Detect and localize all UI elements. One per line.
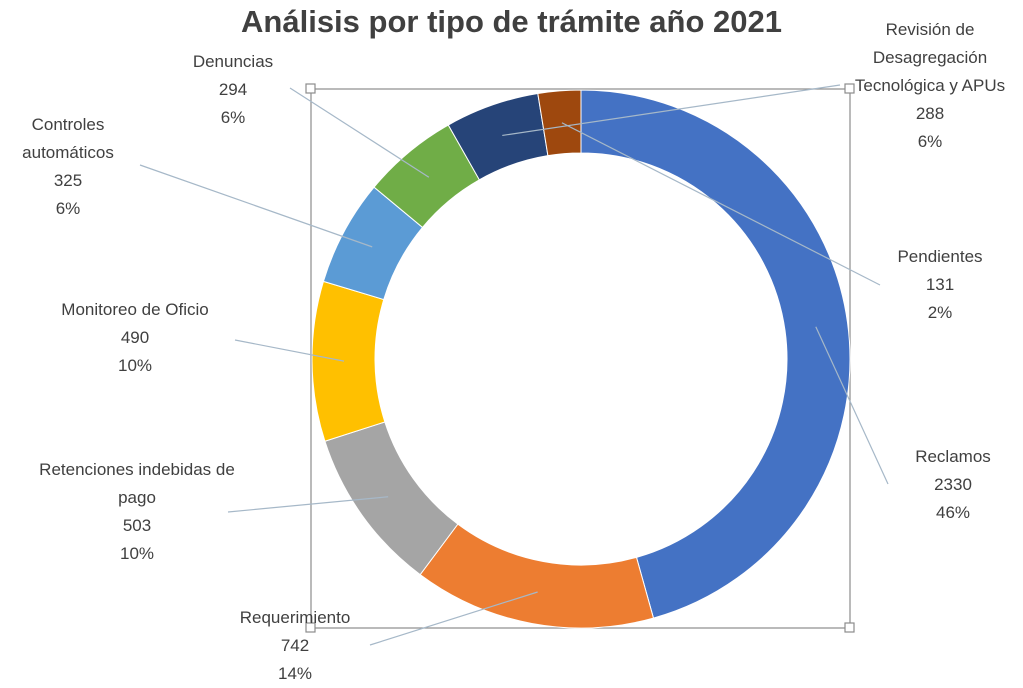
slice — [580, 89, 851, 619]
leader-line — [227, 496, 389, 513]
data-label: Requerimiento 742 14% — [215, 604, 375, 688]
value-label: 288 — [915, 104, 945, 123]
slices — [311, 89, 851, 629]
handles — [305, 83, 855, 633]
data-label: Controles automáticos 325 6% — [3, 111, 133, 223]
leader-line — [502, 84, 841, 137]
chart-title: Análisis por tipo de trámite año 2021 — [241, 4, 782, 39]
leader-line — [815, 326, 889, 485]
category-label: Monitoreo de Oficio — [61, 300, 209, 319]
leader-line — [369, 591, 538, 646]
leader-line — [139, 164, 373, 248]
percent-label: 10% — [117, 356, 153, 375]
percent-label: 6% — [917, 132, 943, 151]
value-label: 490 — [120, 328, 150, 347]
slice — [537, 89, 582, 157]
slice — [311, 280, 386, 442]
value-label: 2330 — [934, 475, 972, 494]
value-label: 325 — [53, 171, 83, 190]
category-label: Denuncias — [192, 52, 274, 71]
category-label: Reclamos — [915, 447, 991, 466]
data-label: Monitoreo de Oficio 490 10% — [25, 296, 245, 380]
category-label: Requerimiento — [239, 608, 351, 627]
percent-label: 14% — [277, 664, 313, 683]
leader-lines — [139, 84, 889, 646]
value-label: 742 — [280, 636, 310, 655]
percent-label: 2% — [927, 303, 953, 322]
data-label: Denuncias 294 6% — [173, 48, 293, 132]
data-label: Revisión de Desagregación Tecnológica y … — [830, 16, 1023, 156]
data-label: Reclamos 2330 46% — [893, 443, 1013, 527]
data-label: Pendientes 131 2% — [880, 243, 1000, 327]
category-label: Retenciones indebidas de pago — [39, 460, 235, 507]
value-label: 503 — [122, 516, 152, 535]
leader-line — [561, 122, 881, 286]
leader-line — [234, 339, 345, 362]
leader-line — [289, 87, 430, 178]
percent-label: 6% — [55, 199, 81, 218]
percent-label: 46% — [935, 503, 971, 522]
value-label: 131 — [925, 275, 955, 294]
category-label: Revisión de Desagregación Tecnológica y … — [854, 20, 1006, 95]
percent-label: 10% — [119, 544, 155, 563]
slice — [419, 523, 655, 629]
value-label: 294 — [218, 80, 248, 99]
category-label: Controles automáticos — [22, 115, 114, 162]
percent-label: 6% — [220, 108, 246, 127]
data-label: Retenciones indebidas de pago 503 10% — [37, 456, 237, 568]
category-label: Pendientes — [897, 247, 983, 266]
